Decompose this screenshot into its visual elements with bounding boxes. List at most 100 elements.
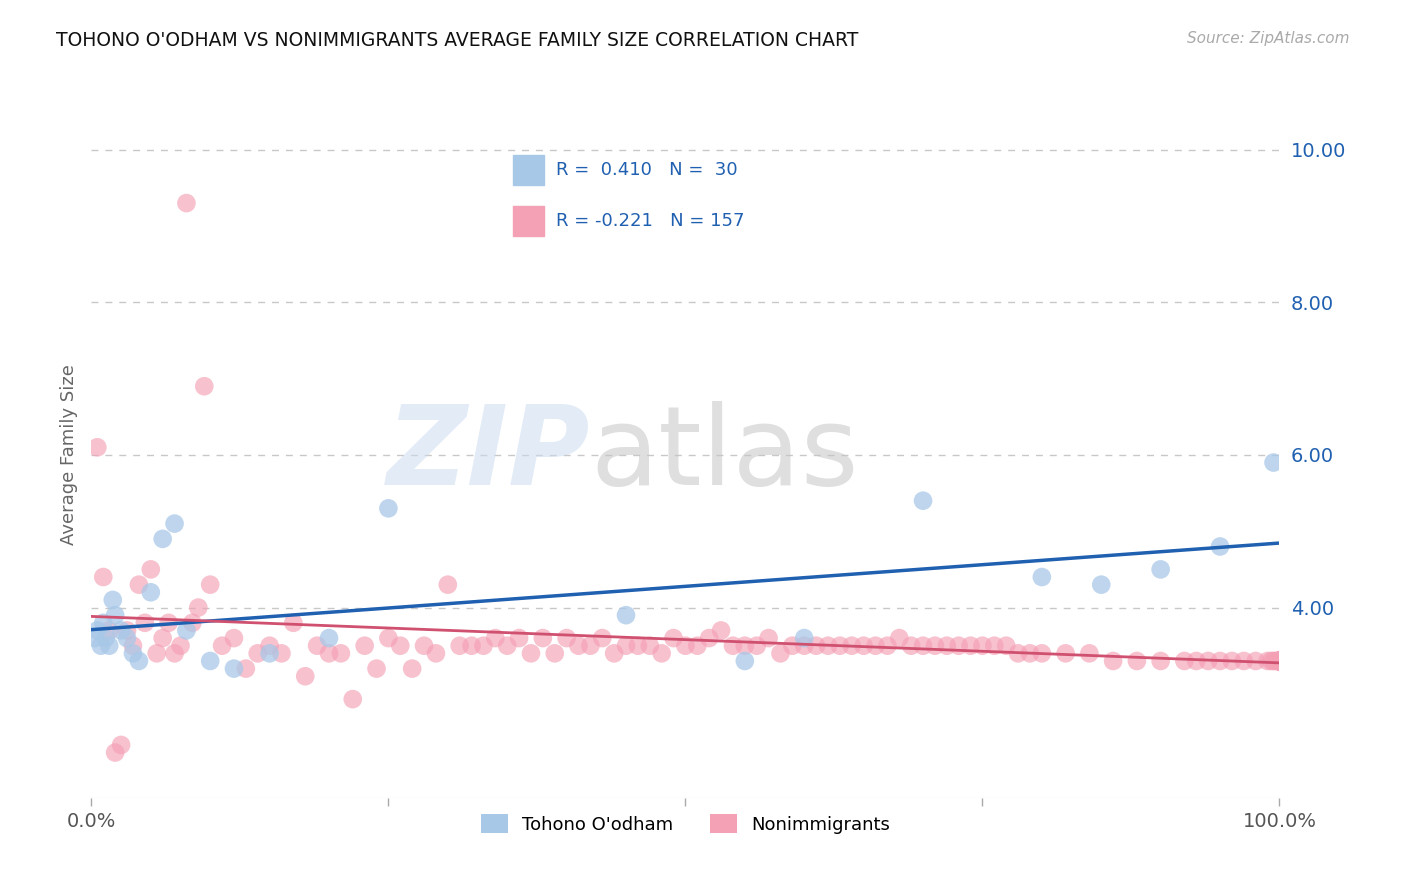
Point <box>1268 654 1291 668</box>
Point <box>1268 654 1291 668</box>
Point <box>366 662 388 676</box>
Point <box>1268 654 1291 668</box>
Point <box>1233 654 1256 668</box>
Point <box>98 624 121 638</box>
Point <box>134 615 156 630</box>
Point <box>983 639 1005 653</box>
Point <box>294 669 316 683</box>
Point <box>817 639 839 653</box>
Point <box>1197 654 1219 668</box>
Point <box>1209 654 1232 668</box>
Point <box>1031 646 1053 660</box>
Point <box>353 639 375 653</box>
Point <box>389 639 412 653</box>
Point <box>959 639 981 653</box>
Point <box>1268 654 1291 668</box>
Point <box>1268 654 1291 668</box>
Point <box>449 639 471 653</box>
Point <box>318 631 340 645</box>
Point <box>128 577 150 591</box>
Point <box>1173 654 1195 668</box>
Point <box>793 639 815 653</box>
Point <box>1268 654 1291 668</box>
Point <box>782 639 804 653</box>
Point <box>995 639 1018 653</box>
Point <box>413 639 436 653</box>
Point <box>110 738 132 752</box>
Point <box>1268 654 1291 668</box>
Point <box>567 639 589 653</box>
Point <box>614 608 637 623</box>
Point <box>246 646 269 660</box>
Point <box>169 639 191 653</box>
Point <box>686 639 709 653</box>
Point <box>1268 654 1291 668</box>
Point <box>110 624 132 638</box>
Point <box>603 646 626 660</box>
Point <box>200 577 222 591</box>
Point <box>1268 654 1291 668</box>
Point <box>425 646 447 660</box>
Point <box>1268 654 1291 668</box>
Point <box>472 639 495 653</box>
Point <box>1265 654 1288 668</box>
Point <box>1268 654 1291 668</box>
Point <box>1268 654 1291 668</box>
Point <box>436 577 458 591</box>
Point <box>721 639 744 653</box>
Point <box>101 593 124 607</box>
Legend: Tohono O'odham, Nonimmigrants: Tohono O'odham, Nonimmigrants <box>474 807 897 841</box>
Text: atlas: atlas <box>591 401 859 508</box>
Point <box>1268 654 1291 668</box>
Point <box>94 631 117 645</box>
Y-axis label: Average Family Size: Average Family Size <box>59 365 77 545</box>
Point <box>638 639 661 653</box>
Point <box>1268 654 1291 668</box>
Text: ZIP: ZIP <box>387 401 591 508</box>
Point <box>651 646 673 660</box>
Point <box>496 639 519 653</box>
Point <box>627 639 650 653</box>
Point <box>90 639 112 653</box>
Point <box>1268 654 1291 668</box>
Point <box>579 639 602 653</box>
Point <box>1268 654 1291 668</box>
Point <box>555 631 578 645</box>
Point <box>673 639 696 653</box>
Point <box>270 646 292 660</box>
Point <box>614 639 637 653</box>
Point <box>1019 646 1042 660</box>
Point <box>1268 654 1291 668</box>
Point <box>745 639 768 653</box>
Point <box>1268 654 1291 668</box>
Point <box>342 692 364 706</box>
Point <box>948 639 970 653</box>
Point <box>793 631 815 645</box>
Point <box>211 639 233 653</box>
Point <box>122 639 145 653</box>
Point <box>1268 654 1291 668</box>
Point <box>1268 654 1291 668</box>
Point <box>1209 540 1232 554</box>
Point <box>145 646 167 660</box>
Point <box>1268 654 1291 668</box>
Point <box>804 639 827 653</box>
Point <box>734 654 756 668</box>
Point <box>1268 654 1291 668</box>
Point <box>1260 654 1282 668</box>
Point <box>1268 654 1291 668</box>
Point <box>1267 654 1289 668</box>
Point <box>710 624 733 638</box>
Point <box>176 196 198 211</box>
Point <box>86 440 108 454</box>
Point <box>377 501 399 516</box>
Point <box>1268 654 1291 668</box>
Point <box>222 662 245 676</box>
Text: Source: ZipAtlas.com: Source: ZipAtlas.com <box>1187 31 1350 46</box>
Point <box>1268 654 1291 668</box>
Point <box>152 631 174 645</box>
Point <box>734 639 756 653</box>
Point <box>865 639 887 653</box>
Point <box>1268 654 1291 668</box>
Point <box>1220 654 1243 668</box>
